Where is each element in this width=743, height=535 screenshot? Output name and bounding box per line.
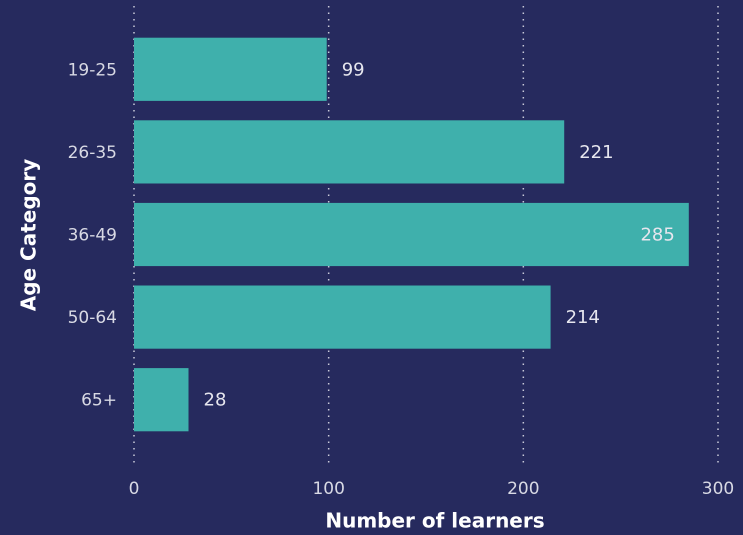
x-tick-label: 0 (129, 479, 140, 499)
x-axis-title: Number of learners (325, 509, 544, 533)
x-tick-label: 300 (702, 479, 734, 499)
y-tick-label: 19-25 (68, 60, 117, 80)
value-label: 99 (342, 59, 365, 80)
value-label: 28 (204, 390, 227, 411)
bar (134, 120, 565, 184)
value-label: 285 (640, 225, 674, 246)
y-tick-label: 36-49 (68, 226, 117, 246)
value-label: 214 (566, 307, 600, 328)
y-tick-label: 26-35 (68, 143, 117, 163)
y-tick-label: 65+ (81, 391, 117, 411)
bar (134, 202, 689, 267)
value-label: 221 (579, 142, 613, 163)
bar (134, 368, 189, 432)
x-tick-label: 200 (507, 479, 539, 499)
x-tick-label: 100 (312, 479, 344, 499)
bar (134, 37, 327, 101)
y-tick-label: 50-64 (68, 308, 117, 328)
y-axis-title: Age Category (17, 159, 41, 312)
bar (134, 285, 551, 349)
